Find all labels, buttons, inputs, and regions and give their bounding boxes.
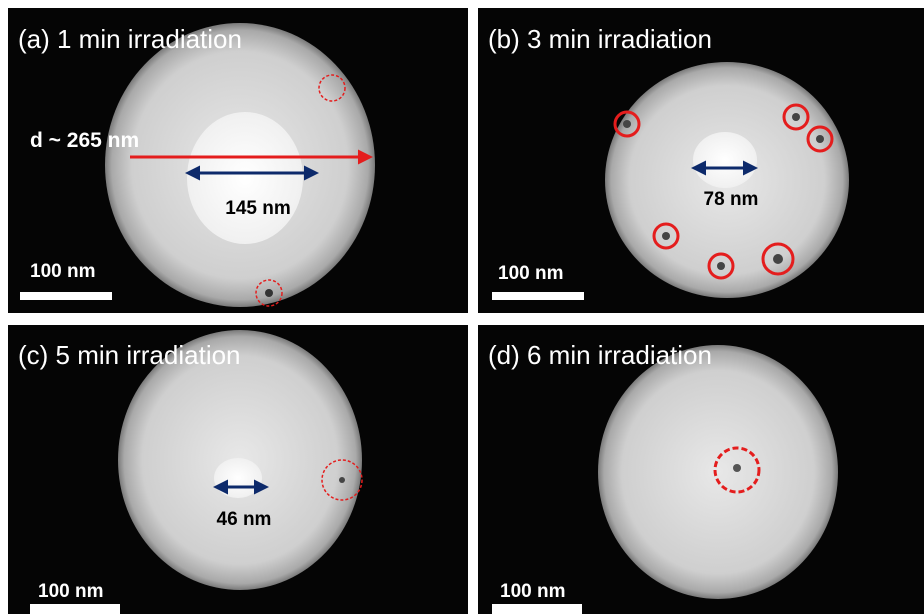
annotation: 78 nm	[704, 189, 759, 210]
annotation: 46 nm	[217, 509, 272, 530]
annotation: d ~ 265 nm	[30, 129, 139, 152]
annotation: 145 nm	[225, 198, 290, 219]
scale-bar-label: 100 nm	[500, 581, 565, 602]
panel-c: (c) 5 min irradiation 46 nm 100 nm	[8, 325, 468, 614]
panel-d: (d) 6 min irradiation 100 nm	[478, 325, 924, 614]
panel-title: (b) 3 min irradiation	[488, 24, 712, 54]
panel-b: (b) 3 min irradiation 78 nm 100 nm	[478, 8, 924, 313]
panel-title: (c) 5 min irradiation	[18, 340, 241, 370]
panel-title: (a) 1 min irradiation	[18, 24, 242, 54]
panel-a: (a) 1 min irradiation d ~ 265 nm 145 nm …	[8, 8, 468, 313]
scale-bar-label: 100 nm	[38, 581, 103, 602]
scale-bar-label: 100 nm	[30, 261, 95, 282]
scale-bar-label: 100 nm	[498, 263, 563, 284]
figure: (a) 1 min irradiation d ~ 265 nm 145 nm …	[0, 0, 924, 614]
panel-title: (d) 6 min irradiation	[488, 340, 712, 370]
